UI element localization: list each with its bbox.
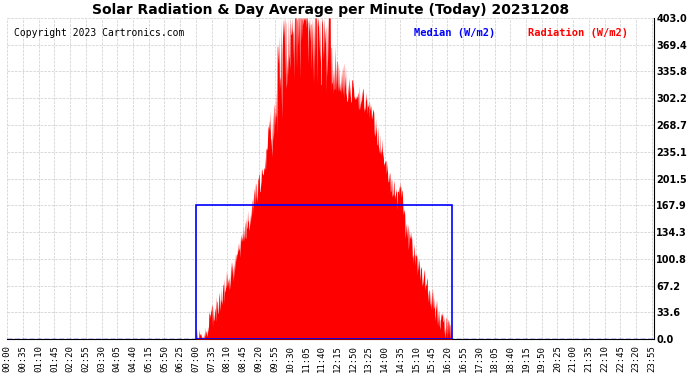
- Title: Solar Radiation & Day Average per Minute (Today) 20231208: Solar Radiation & Day Average per Minute…: [92, 3, 569, 17]
- Text: Radiation (W/m2): Radiation (W/m2): [528, 28, 627, 38]
- Text: Median (W/m2): Median (W/m2): [415, 28, 495, 38]
- Bar: [196, 205, 452, 339]
- Text: Copyright 2023 Cartronics.com: Copyright 2023 Cartronics.com: [14, 28, 184, 38]
